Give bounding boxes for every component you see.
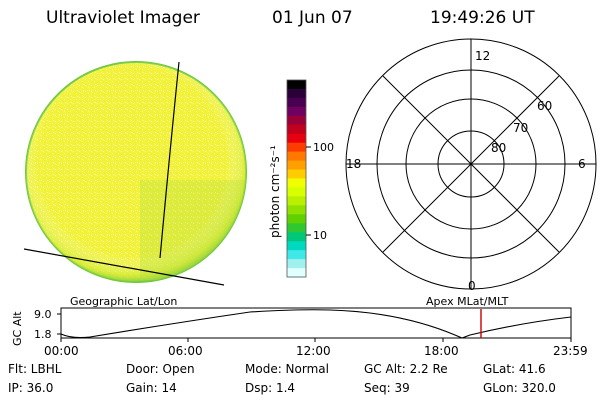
color-band	[287, 151, 306, 162]
polar-label-70: 70	[513, 121, 528, 135]
color-band	[287, 223, 306, 233]
info-gain: Gain: 14	[126, 381, 177, 395]
polar-grid	[345, 38, 597, 290]
info-seq: Seq: 39	[364, 381, 410, 395]
graph-xtick-2359: 23:59	[553, 344, 588, 358]
info-door: Door: Open	[126, 362, 195, 376]
color-band	[287, 133, 306, 144]
color-band	[287, 214, 306, 224]
color-band	[287, 187, 306, 197]
graph-xtick-1200: 12:00	[296, 344, 331, 358]
polar-label-6: 6	[578, 157, 586, 171]
graph-frame	[60, 307, 572, 339]
altitude-curve	[60, 309, 572, 339]
info-glon: GLon: 320.0	[483, 381, 556, 395]
color-scale-unit: photon cm⁻²s⁻¹	[268, 145, 282, 238]
polar-label-18: 18	[346, 157, 361, 171]
polar-label-80: 80	[491, 141, 506, 155]
color-band	[287, 259, 306, 269]
observation-time: 19:49:26 UT	[430, 8, 535, 28]
info-glat: GLat: 41.6	[483, 362, 546, 376]
color-band	[287, 232, 306, 242]
color-band	[287, 97, 306, 108]
info-mode: Mode: Normal	[245, 362, 329, 376]
info-filter: Flt: LBHL	[8, 362, 62, 376]
info-ip: IP: 36.0	[8, 381, 54, 395]
color-tick-label-10: 10	[313, 229, 327, 242]
color-band	[287, 160, 306, 171]
observation-date: 01 Jun 07	[272, 8, 353, 28]
color-band	[287, 196, 306, 206]
color-band	[287, 142, 306, 153]
color-scale-bar	[287, 80, 306, 278]
color-band	[287, 205, 306, 215]
color-scale-frame	[286, 79, 307, 278]
color-band	[287, 169, 306, 180]
color-band	[287, 178, 306, 189]
color-band	[287, 268, 306, 278]
polar-label-12: 12	[475, 49, 490, 63]
color-band	[287, 115, 306, 126]
info-gc-alt: GC Alt: 2.2 Re	[364, 362, 448, 376]
uv-image-disk	[23, 61, 247, 286]
graph-xtick-0600: 06:00	[168, 344, 203, 358]
color-band	[287, 88, 306, 99]
polar-label-0: 0	[468, 279, 476, 293]
graph-xtick-0000: 00:00	[44, 344, 79, 358]
color-tick-label-100: 100	[313, 141, 334, 154]
graph-left-label: Geographic Lat/Lon	[70, 295, 177, 308]
color-band	[287, 106, 306, 117]
graph-ytick-1.8: 1.8	[34, 328, 52, 341]
color-band	[287, 250, 306, 260]
polar-label-60: 60	[537, 99, 552, 113]
color-band	[287, 124, 306, 135]
color-band	[287, 241, 306, 251]
graph-right-label: Apex MLat/MLT	[426, 295, 509, 308]
polar-diagonal-2	[382, 75, 560, 253]
color-band	[287, 80, 306, 90]
graph-ytick-9: 9.0	[34, 308, 52, 321]
meridian-line	[159, 61, 180, 259]
graph-axis-label: GC Alt	[11, 311, 24, 346]
graph-xtick-marks	[60, 338, 572, 342]
instrument-title: Ultraviolet Imager	[46, 8, 200, 28]
info-dsp: Dsp: 1.4	[245, 381, 296, 395]
graph-xtick-1800: 18:00	[424, 344, 459, 358]
latitude-line	[23, 248, 225, 286]
